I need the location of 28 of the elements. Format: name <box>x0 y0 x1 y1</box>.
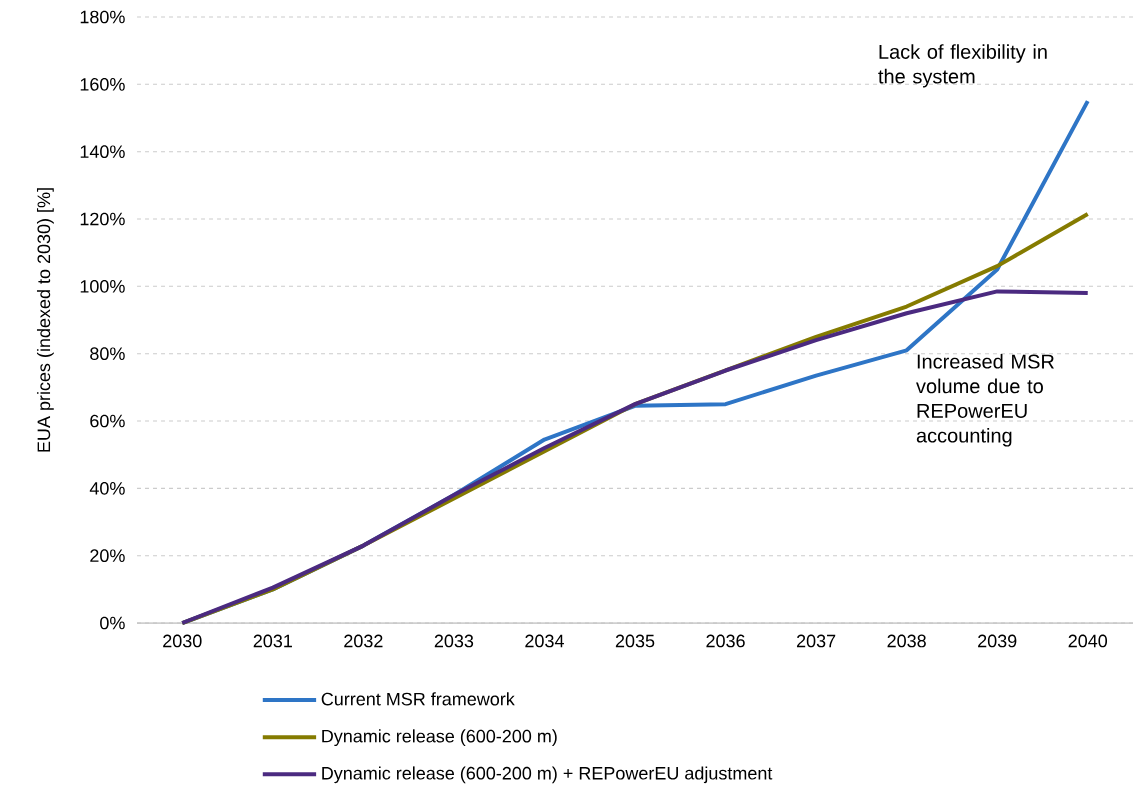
y-tick-label: 80% <box>90 347 125 361</box>
x-tick-label: 2039 <box>978 634 1017 648</box>
x-tick-label: 2037 <box>796 634 836 648</box>
y-tick-label: 140% <box>80 145 125 159</box>
y-tick-label: 160% <box>80 77 125 91</box>
y-tick-label: 20% <box>90 549 125 563</box>
line-series <box>180 289 1090 626</box>
legend-label: Current MSR framework <box>321 692 515 706</box>
x-tick-label: 2038 <box>887 634 926 648</box>
x-tick-label: 2031 <box>253 634 292 648</box>
x-tick-label: 2040 <box>1068 634 1108 648</box>
legend-label: Dynamic release (600-200 m) + REPowerEU adjustment <box>322 766 773 784</box>
x-tick-label: 2035 <box>615 634 655 648</box>
x-tick-label: 2036 <box>706 634 745 648</box>
y-tick-label: 180% <box>80 10 125 24</box>
legend-label: Dynamic release (600-200 m) <box>322 729 557 747</box>
x-tick-label: 2034 <box>525 634 564 648</box>
annotation: Lack of flexibility in the system <box>878 44 1047 88</box>
y-axis-title: EUA prices (indexed to 2030) [%] <box>36 188 54 452</box>
x-tick-label: 2032 <box>344 634 383 648</box>
y-tick-label: 100% <box>80 279 125 293</box>
x-tick-label: 2033 <box>434 634 474 648</box>
y-tick-label: 40% <box>89 481 125 495</box>
y-tick-label: 120% <box>80 212 125 226</box>
y-tick-label: 60% <box>90 414 125 428</box>
annotation: Increased MSR volume due to REPowerEU accounting <box>916 353 1054 447</box>
y-tick-label: 0% <box>100 616 125 630</box>
x-tick-label: 2030 <box>163 634 202 648</box>
